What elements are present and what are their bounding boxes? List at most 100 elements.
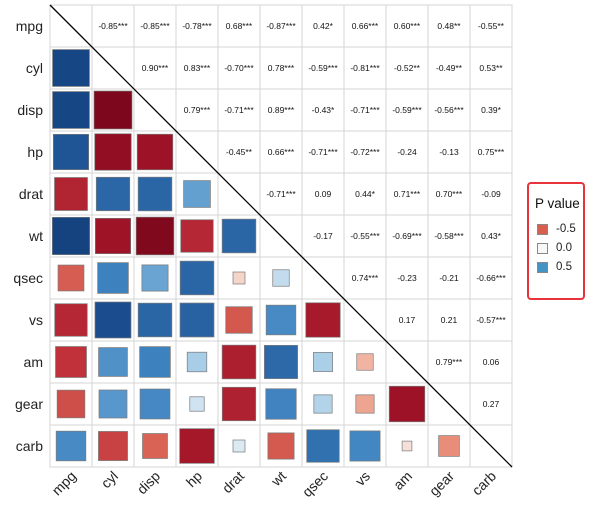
coef-label-mpg-disp: -0.85*** xyxy=(140,21,170,31)
grid-cell xyxy=(427,298,471,342)
corr-square-hp-disp xyxy=(136,133,174,171)
corr-square-hp-mpg xyxy=(52,133,90,171)
col-label-am: am xyxy=(390,468,415,493)
row-label-qsec: qsec xyxy=(13,270,43,286)
corr-square-am-disp xyxy=(139,346,171,378)
row-label-cyl: cyl xyxy=(26,60,43,76)
grid-cell xyxy=(385,130,429,174)
corr-square-carb-hp xyxy=(179,428,215,464)
grid-cell xyxy=(427,172,471,216)
corr-square-drat-cyl xyxy=(95,176,131,212)
col-label-carb: carb xyxy=(469,468,500,499)
grid-cell xyxy=(385,88,429,132)
grid-cell xyxy=(343,46,387,90)
coef-label-cyl-wt: 0.78*** xyxy=(268,63,295,73)
corr-square-disp-cyl xyxy=(93,90,133,130)
legend-item-positive: 0.5 xyxy=(537,260,572,274)
coef-label-mpg-cyl: -0.85*** xyxy=(98,21,128,31)
row-label-gear: gear xyxy=(15,396,43,412)
corr-square-carb-disp xyxy=(142,433,168,459)
coef-label-drat-gear: 0.70*** xyxy=(436,189,463,199)
grid-cell xyxy=(427,46,471,90)
row-label-drat: drat xyxy=(19,186,43,202)
grid-cell xyxy=(301,88,345,132)
corr-square-wt-mpg xyxy=(51,216,91,256)
corr-square-gear-drat xyxy=(221,386,257,422)
grid-cell xyxy=(301,172,345,216)
col-label-gear: gear xyxy=(426,468,457,499)
corr-square-gear-am xyxy=(388,385,426,423)
grid-cell xyxy=(343,4,387,48)
coef-label-cyl-carb: 0.53** xyxy=(479,63,503,73)
corr-square-gear-disp xyxy=(139,388,171,420)
corr-square-drat-hp xyxy=(183,180,211,208)
coef-label-disp-vs: -0.71*** xyxy=(350,105,380,115)
corr-square-wt-hp xyxy=(180,219,214,253)
corr-square-am-drat xyxy=(221,344,257,380)
coef-label-wt-carb: 0.43* xyxy=(481,231,502,241)
row-label-vs: vs xyxy=(29,312,43,328)
coef-label-mpg-hp: -0.78*** xyxy=(182,21,212,31)
corr-square-carb-am xyxy=(401,440,413,452)
corr-square-gear-hp xyxy=(189,396,205,412)
grid-cell xyxy=(259,88,303,132)
col-label-qsec: qsec xyxy=(299,468,331,500)
grid-cell xyxy=(469,298,513,342)
coef-label-am-gear: 0.79*** xyxy=(436,357,463,367)
coef-label-mpg-wt: -0.87*** xyxy=(266,21,296,31)
corr-square-carb-wt xyxy=(267,432,295,460)
corr-square-am-qsec xyxy=(313,352,333,372)
grid-cell xyxy=(133,46,177,90)
corr-square-carb-mpg xyxy=(55,430,87,462)
legend-swatch-neutral xyxy=(537,242,548,254)
coef-label-cyl-disp: 0.90*** xyxy=(142,63,169,73)
grid-cell xyxy=(427,130,471,174)
grid-cell xyxy=(301,46,345,90)
corr-square-carb-gear xyxy=(438,435,460,457)
legend-swatch-positive xyxy=(537,261,548,273)
coef-label-drat-wt: -0.71*** xyxy=(266,189,296,199)
grid-cell xyxy=(469,340,513,384)
coef-label-am-carb: 0.06 xyxy=(483,357,500,367)
coef-label-disp-drat: -0.71*** xyxy=(224,105,254,115)
grid-cell xyxy=(259,46,303,90)
col-label-cyl: cyl xyxy=(98,468,121,491)
diagonal-line xyxy=(49,4,513,468)
grid-cell xyxy=(469,130,513,174)
corr-square-gear-qsec xyxy=(313,394,333,414)
legend-title: P value xyxy=(535,196,580,211)
corr-square-vs-cyl xyxy=(94,301,132,339)
corr-square-carb-vs xyxy=(349,430,381,462)
grid-cell xyxy=(343,256,387,300)
grid-cell xyxy=(259,4,303,48)
coef-label-disp-qsec: -0.43* xyxy=(312,105,335,115)
coef-label-hp-vs: -0.72*** xyxy=(350,147,380,157)
coef-label-hp-am: -0.24 xyxy=(397,147,417,157)
legend-label-neutral: 0.0 xyxy=(556,242,572,254)
coef-label-disp-hp: 0.79*** xyxy=(184,105,211,115)
corr-square-gear-mpg xyxy=(56,389,86,419)
grid-cell xyxy=(301,130,345,174)
row-label-disp: disp xyxy=(17,102,43,118)
corr-square-gear-wt xyxy=(265,388,297,420)
corr-square-wt-disp xyxy=(135,216,175,256)
grid-cell xyxy=(469,172,513,216)
coef-label-vs-am: 0.17 xyxy=(399,315,416,325)
corr-square-qsec-wt xyxy=(272,269,290,287)
corr-square-am-hp xyxy=(186,351,208,373)
corr-square-drat-disp xyxy=(137,176,173,212)
corr-square-gear-cyl xyxy=(98,389,128,419)
grid-cell xyxy=(469,214,513,258)
coef-label-hp-drat: -0.45** xyxy=(226,147,253,157)
coef-label-hp-wt: 0.66*** xyxy=(268,147,295,157)
grid-cell xyxy=(385,214,429,258)
legend-item-neutral: 0.0 xyxy=(537,241,572,255)
grid-cell xyxy=(427,4,471,48)
corr-square-vs-drat xyxy=(225,306,253,334)
corr-square-vs-hp xyxy=(179,302,215,338)
grid-cell xyxy=(469,88,513,132)
coef-label-wt-gear: -0.58*** xyxy=(434,231,464,241)
corr-square-qsec-disp xyxy=(141,264,169,292)
coef-label-hp-qsec: -0.71*** xyxy=(308,147,338,157)
